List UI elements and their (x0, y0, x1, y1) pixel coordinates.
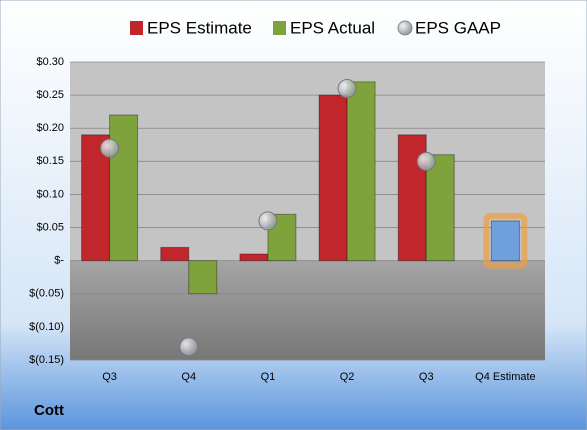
legend-marker (397, 20, 413, 36)
gaap-marker (100, 138, 120, 158)
y-tick-label: $(0.10) (29, 321, 64, 333)
legend-marker (273, 21, 286, 35)
gaap-marker (258, 211, 278, 231)
bar (346, 81, 376, 262)
x-tick-label: Q2 (340, 371, 355, 383)
bar (318, 94, 348, 262)
legend: EPS Estimate EPS Actual EPS GAAP (130, 18, 501, 37)
y-tick-label: $0.30 (36, 56, 64, 68)
bar (490, 220, 520, 262)
legend-label: EPS Actual (290, 18, 375, 37)
x-tick-label: Q4 (181, 371, 196, 383)
bar (109, 114, 139, 262)
gaap-marker (337, 78, 357, 98)
y-tick-label: $0.05 (36, 221, 64, 233)
x-tick-label: Q3 (419, 371, 434, 383)
company-name: Cott (34, 402, 64, 419)
bar (188, 260, 218, 295)
y-tick-label: $0.25 (36, 89, 64, 101)
plot-negative (70, 260, 545, 360)
y-tick-label: $(0.05) (29, 288, 64, 300)
highlight-glow (483, 212, 528, 269)
bar (239, 253, 269, 262)
x-tick-label: Q1 (261, 371, 276, 383)
y-tick-label: $0.10 (36, 188, 64, 200)
y-tick-label: $- (54, 255, 64, 267)
legend-label: EPS GAAP (415, 18, 501, 37)
legend-label: EPS Estimate (147, 18, 252, 37)
y-tick-label: $0.20 (36, 122, 64, 134)
x-tick-label: Q4 Estimate (475, 371, 536, 383)
bar (425, 154, 455, 262)
bar (160, 246, 190, 262)
x-tick-label: Q3 (102, 371, 117, 383)
legend-marker (130, 21, 143, 35)
gaap-marker (416, 151, 436, 171)
y-tick-label: $0.15 (36, 155, 64, 167)
gaap-marker (179, 337, 199, 357)
y-tick-label: $(0.15) (29, 354, 64, 366)
